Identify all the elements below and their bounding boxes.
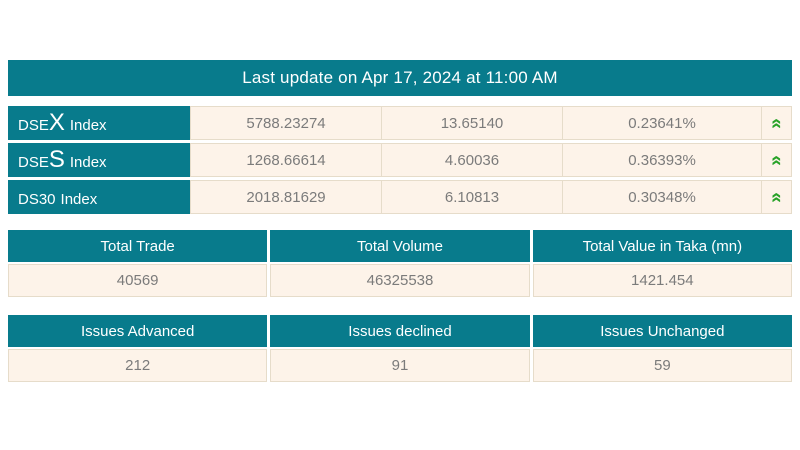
index-row-dses: DSES Index 1268.66614 4.60036 0.36393% «	[8, 143, 792, 177]
totals-table: Total Trade Total Volume Total Value in …	[8, 230, 792, 297]
last-update-banner: Last update on Apr 17, 2024 at 11:00 AM	[8, 60, 792, 96]
issues-header-unchanged: Issues Unchanged	[532, 315, 792, 347]
index-change-cell: 6.10813	[381, 181, 562, 213]
issues-table-value-row: 212 91 59	[8, 349, 792, 382]
totals-header-trade: Total Trade	[8, 230, 268, 262]
issues-value-unchanged: 59	[532, 349, 792, 382]
double-chevron-up-icon: «	[765, 117, 787, 129]
totals-header-value-taka: Total Value in Taka (mn)	[532, 230, 792, 262]
market-summary-panel: Last update on Apr 17, 2024 at 11:00 AM …	[8, 60, 792, 382]
index-name-suffix: Index	[69, 154, 107, 171]
index-change-cell: 4.60036	[381, 144, 562, 176]
issues-value-declined: 91	[270, 349, 530, 382]
issues-table-header-row: Issues Advanced Issues declined Issues U…	[8, 315, 792, 347]
index-value-cell: 1268.66614	[246, 151, 326, 169]
index-value-cell: 5788.23274	[246, 114, 326, 132]
index-trend-cell: «	[761, 181, 791, 213]
issues-header-declined: Issues declined	[270, 315, 530, 347]
totals-table-header-row: Total Trade Total Volume Total Value in …	[8, 230, 792, 262]
index-table: DSEX Index 5788.23274 13.65140 0.23641% «…	[8, 106, 792, 214]
double-chevron-up-icon: «	[765, 191, 787, 203]
totals-header-volume: Total Volume	[270, 230, 530, 262]
index-trend-cell: «	[761, 107, 791, 139]
index-row-dsex: DSEX Index 5788.23274 13.65140 0.23641% «	[8, 106, 792, 140]
totals-table-value-row: 40569 46325538 1421.454	[8, 264, 792, 297]
index-name-cell: DSES Index	[8, 143, 190, 177]
issues-table: Issues Advanced Issues declined Issues U…	[8, 315, 792, 382]
index-values-strip: 5788.23274 13.65140 0.23641% «	[190, 106, 792, 140]
index-name-cell: DS30 Index	[8, 180, 190, 214]
index-name-big-letter: S	[48, 146, 65, 173]
index-values-strip: 2018.81629 6.10813 0.30348% «	[190, 180, 792, 214]
index-change-cell: 13.65140	[381, 107, 562, 139]
index-name-suffix: Index	[69, 117, 107, 134]
index-change-percent-cell: 0.30348%	[562, 181, 761, 213]
index-change-percent-cell: 0.36393%	[562, 144, 761, 176]
issues-header-advanced: Issues Advanced	[8, 315, 268, 347]
index-row-ds30: DS30 Index 2018.81629 6.10813 0.30348% «	[8, 180, 792, 214]
index-name-suffix: Index	[60, 191, 98, 208]
totals-value-value-taka: 1421.454	[532, 264, 792, 297]
index-value-cell: 2018.81629	[246, 188, 326, 206]
index-values-strip: 1268.66614 4.60036 0.36393% «	[190, 143, 792, 177]
last-update-text: Last update on Apr 17, 2024 at 11:00 AM	[242, 68, 558, 87]
index-name-prefix: DSE	[18, 117, 49, 134]
index-name-prefix: DSE	[18, 154, 49, 171]
index-name-prefix: DS30	[18, 191, 56, 208]
index-trend-cell: «	[761, 144, 791, 176]
totals-value-trade: 40569	[8, 264, 268, 297]
index-name-big-letter: X	[48, 109, 65, 136]
issues-value-advanced: 212	[8, 349, 268, 382]
index-change-percent-cell: 0.23641%	[562, 107, 761, 139]
totals-value-volume: 46325538	[270, 264, 530, 297]
index-name-cell: DSEX Index	[8, 106, 190, 140]
double-chevron-up-icon: «	[765, 154, 787, 166]
